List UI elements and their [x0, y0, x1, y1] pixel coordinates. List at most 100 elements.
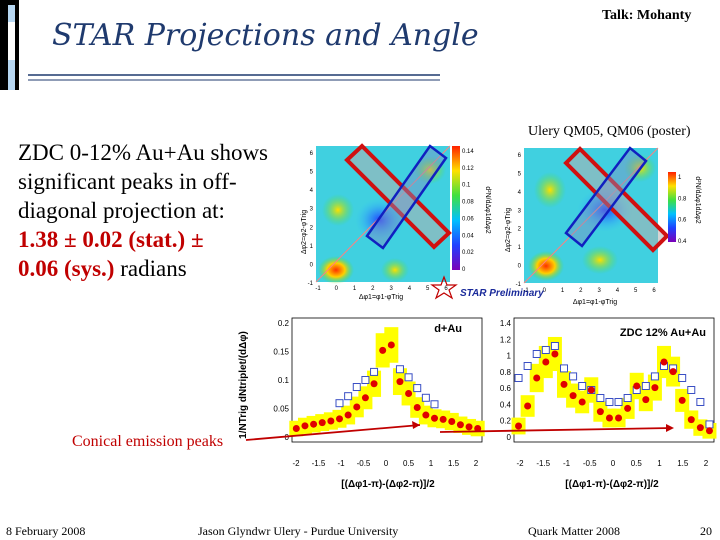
signal-point	[422, 411, 430, 419]
signal-point	[344, 411, 352, 419]
undefined: -2	[516, 459, 524, 468]
signal-point	[551, 350, 559, 358]
undefined: 3	[518, 208, 522, 214]
signal-point	[370, 380, 378, 388]
signal-point	[651, 384, 659, 392]
undefined: -1.5	[536, 459, 550, 468]
reference-point	[395, 365, 404, 374]
reference-point	[523, 362, 532, 370]
undefined: -1	[523, 288, 529, 294]
reference-point	[605, 398, 614, 406]
signal-point	[405, 389, 413, 397]
undefined: 0.14	[462, 149, 474, 155]
undefined: 0.8	[500, 368, 512, 377]
signal-point	[336, 415, 343, 423]
undefined: 0	[611, 459, 616, 468]
undefined: -1	[563, 459, 571, 468]
undefined: 6	[518, 153, 522, 159]
undefined: 2	[310, 225, 314, 231]
undefined: 3	[597, 288, 601, 294]
left-map-x-ticks: -1 0 1 2 3 4 5 6	[315, 286, 448, 292]
left-map-blob	[322, 194, 354, 226]
undefined: 1	[657, 459, 662, 468]
slide-title: STAR Projections and Angle	[52, 18, 479, 53]
left-map-blue-box	[365, 144, 448, 250]
reference-point	[550, 342, 559, 350]
undefined: 0	[518, 264, 522, 270]
signal-point	[524, 402, 532, 410]
signal-point	[515, 422, 523, 430]
reference-point	[413, 384, 422, 393]
undefined: -1	[337, 459, 345, 468]
signal-point	[660, 358, 668, 366]
undefined: 0.5	[631, 459, 643, 468]
accent-highlight	[8, 22, 15, 60]
signal-point	[696, 424, 704, 432]
left-colorbar	[452, 146, 460, 270]
undefined: 0	[310, 262, 314, 268]
reference-point	[641, 382, 650, 390]
signal-point	[431, 414, 438, 422]
reference-point	[687, 386, 696, 394]
undefined: 1	[310, 244, 314, 250]
undefined: 1	[507, 352, 512, 361]
undefined: -1	[516, 282, 522, 288]
undefined: 1	[678, 175, 682, 181]
undefined: 1	[429, 459, 434, 468]
signal-point	[587, 386, 595, 394]
undefined: 4	[408, 286, 412, 292]
result-sys: 0.06 (sys.)	[18, 256, 115, 281]
undefined: 0.06	[462, 216, 474, 222]
undefined: 5	[310, 170, 314, 176]
right-map-blob	[582, 246, 618, 274]
right-projection-marks	[511, 336, 717, 439]
footer-conference: Quark Matter 2008	[528, 524, 620, 538]
undefined: 0.12	[462, 166, 474, 172]
signal-point	[310, 420, 318, 428]
undefined: 0.04	[462, 233, 474, 239]
signal-point	[578, 398, 586, 406]
undefined: 0	[507, 433, 512, 442]
right-projection-frame	[513, 317, 715, 443]
reference-point	[578, 382, 587, 390]
reference-point	[421, 393, 430, 402]
undefined: 1	[561, 288, 565, 294]
footer-page-number: 20	[700, 524, 712, 538]
signal-point	[413, 403, 421, 411]
result-stat: 1.38 ± 0.02 (stat.) ±	[18, 227, 204, 252]
left-colorbar-ticks: 0.14 0.12 0.1 0.08 0.06 0.04 0.02 0	[462, 149, 474, 273]
undefined: 0.1	[278, 376, 290, 385]
signal-point	[361, 394, 369, 402]
signal-point	[474, 425, 482, 433]
undefined: -2	[292, 459, 300, 468]
signal-point	[633, 382, 641, 390]
undefined: 3	[310, 207, 314, 213]
signal-point	[596, 408, 604, 416]
right-map-blue-box	[564, 146, 648, 248]
left-map-blob	[381, 258, 409, 282]
signal-point	[439, 415, 447, 423]
signal-point	[301, 422, 309, 430]
right-map-y-label: Δφ2=φ2-φTrig	[505, 208, 512, 252]
reference-point	[361, 376, 370, 384]
undefined: 0.15	[273, 348, 289, 357]
right-projection-label: ZDC 12% Au+Au	[620, 327, 706, 339]
undefined: 0.5	[403, 459, 415, 468]
arrow-right-head	[666, 424, 674, 432]
undefined: 6	[444, 286, 448, 292]
body-statement: ZDC 0-12% Au+Au shows significant peaks …	[18, 140, 269, 223]
signal-point	[669, 368, 677, 376]
star-preliminary-label: STAR Preliminary	[460, 288, 544, 299]
undefined: 2	[371, 286, 375, 292]
left-map-y-ticks: 6 5 4 3 2 1 0 -1	[308, 151, 314, 287]
reference-point	[344, 392, 353, 401]
undefined: -1	[308, 281, 314, 287]
undefined: 2	[579, 288, 583, 294]
reference-point	[650, 372, 659, 381]
signal-point	[642, 396, 650, 404]
right-map-hotspot	[528, 251, 564, 281]
left-projection-x-ticks: -2 -1.5 -1 -0.5 0 0.5 1 1.5 2	[292, 459, 478, 468]
undefined: 0	[543, 288, 547, 294]
left-map: 0.14 0.12 0.1 0.08 0.06 0.04 0.02 0 6 5 4 3 2 1 0 -1 -…	[301, 143, 491, 301]
